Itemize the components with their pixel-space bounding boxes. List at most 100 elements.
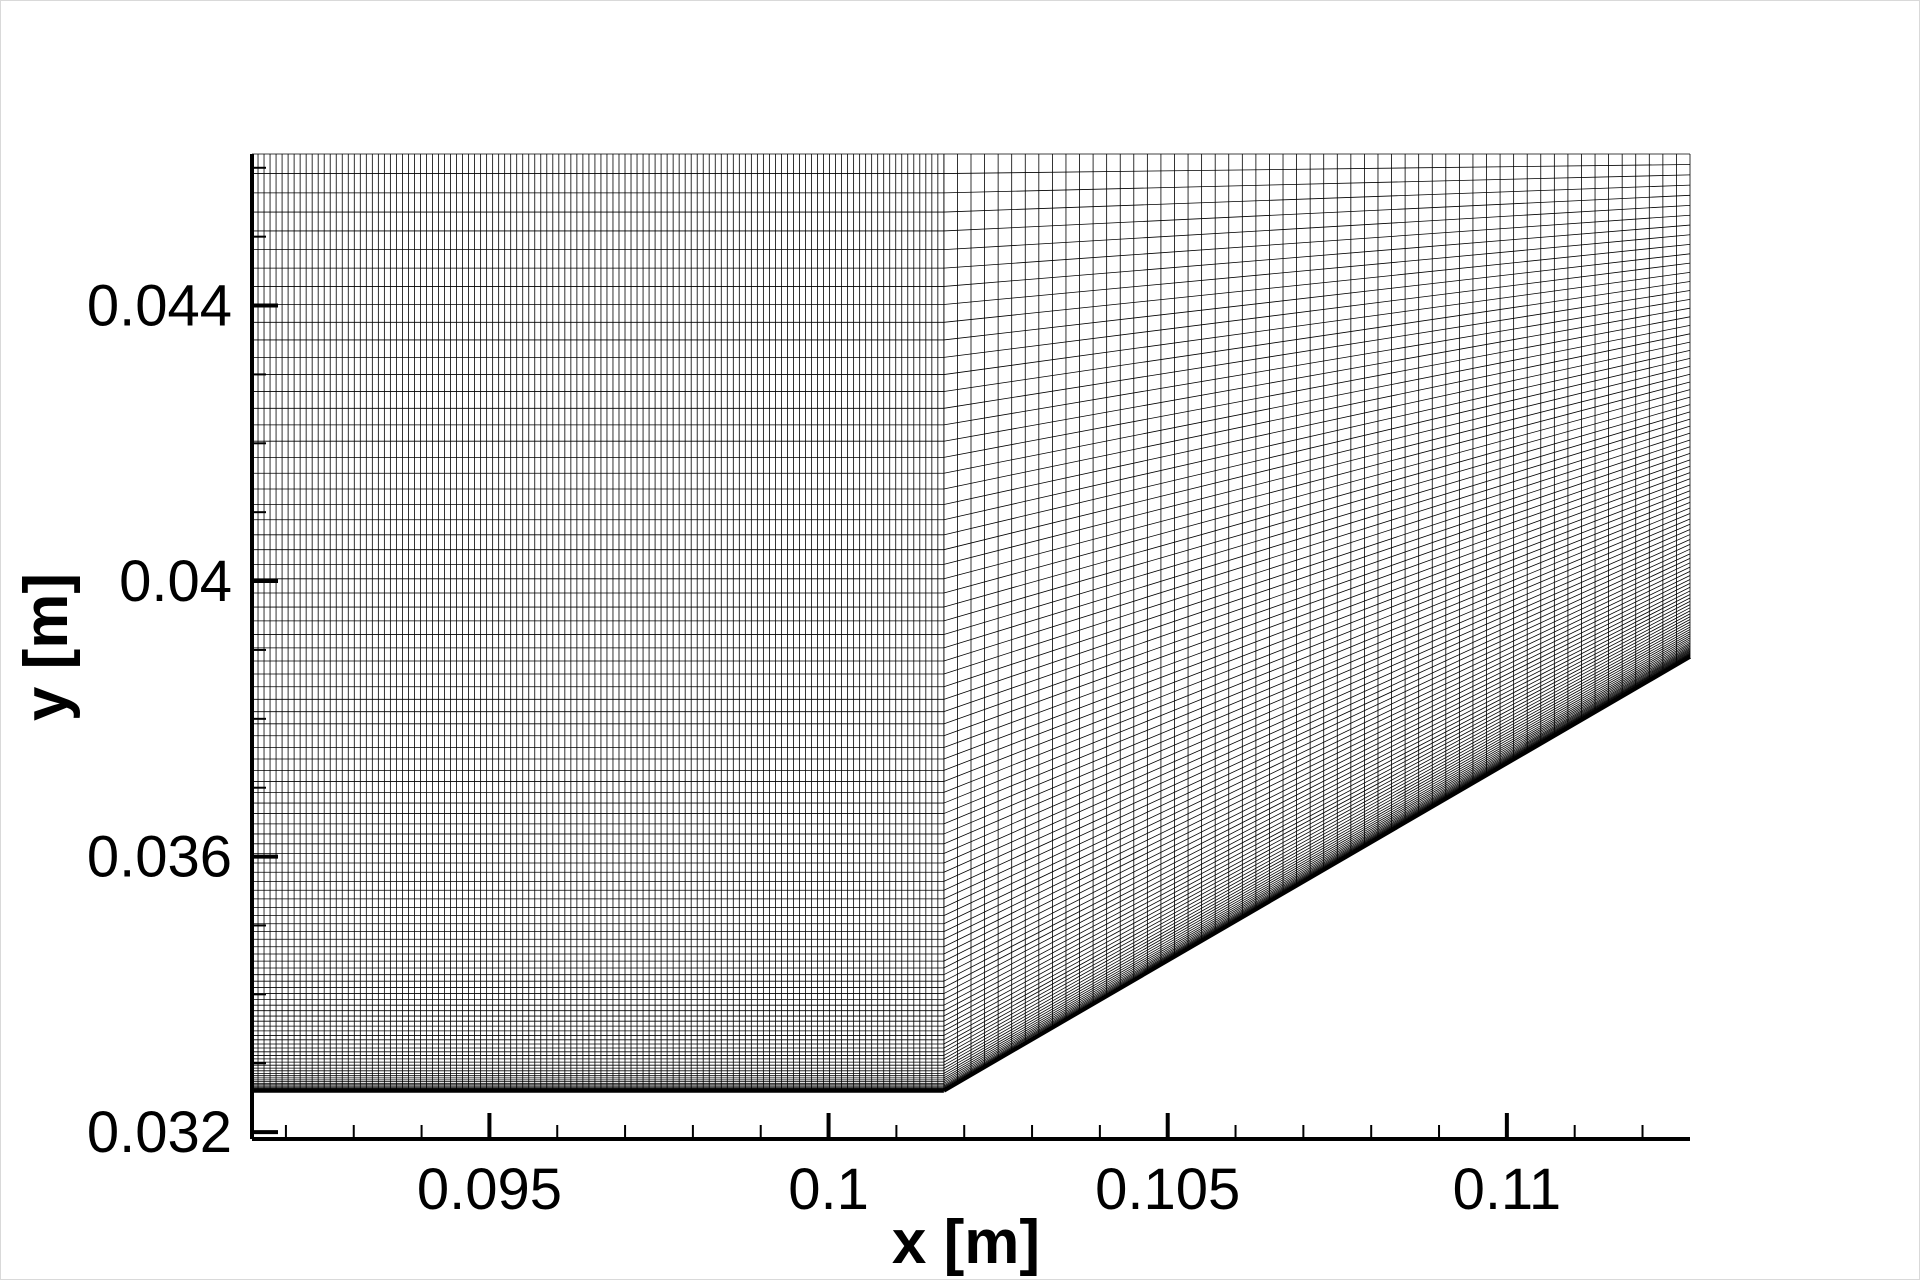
mesh-downstream-j-line bbox=[943, 558, 1691, 908]
mesh-downstream-j-line bbox=[943, 633, 1691, 1049]
mesh-downstream-j-line bbox=[943, 637, 1691, 1056]
mesh-downstream-j-line bbox=[943, 253, 1691, 341]
mesh-downstream-j-line bbox=[943, 607, 1691, 1000]
mesh-downstream-j-line bbox=[943, 271, 1691, 375]
mesh-downstream-j-line bbox=[943, 647, 1691, 1074]
mesh-downstream-j-line bbox=[943, 644, 1691, 1069]
mesh-downstream-j-line bbox=[943, 523, 1691, 845]
mesh-downstream-j-line bbox=[943, 566, 1691, 925]
mesh-downstream-j-line bbox=[943, 645, 1691, 1072]
mesh-downstream-j-line bbox=[943, 174, 1691, 194]
mesh-downstream-j-line bbox=[943, 452, 1691, 713]
mesh-downstream-j-line bbox=[943, 341, 1691, 505]
mesh-downstream-j-line bbox=[943, 290, 1691, 409]
mesh-downstream-j-line bbox=[943, 534, 1691, 864]
mesh-downstream-j-line bbox=[943, 484, 1691, 771]
mesh-downstream-j-line bbox=[943, 439, 1691, 688]
mesh-downstream-j-line bbox=[943, 490, 1691, 782]
mesh-downstream-j-line bbox=[943, 507, 1691, 814]
mesh-downstream-j-line bbox=[943, 333, 1691, 490]
mesh-downstream-j-line bbox=[943, 298, 1691, 426]
mesh-downstream-j-line bbox=[943, 575, 1691, 940]
mesh-downstream-j-line bbox=[943, 619, 1691, 1022]
mesh-downstream-j-line bbox=[943, 281, 1691, 392]
mesh-downstream-j-line bbox=[943, 529, 1691, 854]
mesh-downstream-j-line bbox=[943, 418, 1691, 649]
mesh-downstream-j-line bbox=[943, 629, 1691, 1041]
mesh-downstream-j-line bbox=[943, 366, 1691, 551]
mesh-downstream-j-line bbox=[943, 641, 1691, 1063]
mesh-downstream-j-line bbox=[943, 639, 1691, 1060]
mesh-downstream-j-line bbox=[943, 635, 1691, 1053]
mesh-downstream-j-line bbox=[943, 465, 1691, 737]
mesh-downstream-j-line bbox=[943, 539, 1691, 873]
mesh-downstream-j-line bbox=[943, 624, 1691, 1032]
mesh-downstream-j-line bbox=[943, 459, 1691, 725]
mesh-downstream-j-line bbox=[943, 478, 1691, 760]
mesh-downstream-j-line bbox=[943, 650, 1691, 1081]
y-tick-label: 0.036 bbox=[87, 825, 232, 890]
mesh-downstream-j-line bbox=[943, 389, 1691, 594]
y-tick-label: 0.04 bbox=[119, 549, 232, 614]
mesh-downstream-j-line bbox=[943, 631, 1691, 1045]
mesh-downstream-j-line bbox=[943, 432, 1691, 675]
mesh-downstream-j-line bbox=[943, 214, 1691, 269]
mesh-downstream-j-line bbox=[943, 648, 1691, 1077]
mesh-downstream-j-line bbox=[943, 513, 1691, 825]
mesh-downstream-j-line bbox=[943, 652, 1691, 1084]
mesh-downstream-j-line bbox=[943, 653, 1691, 1086]
mesh-downstream-j-line bbox=[943, 307, 1691, 442]
mesh-upstream-block bbox=[251, 153, 945, 1093]
x-tick-label: 0.11 bbox=[1453, 1157, 1562, 1222]
mesh-downstream-j-line bbox=[943, 553, 1691, 900]
mesh-downstream-j-line bbox=[943, 651, 1691, 1083]
x-axis: 0.095 0.1 0.105 0.11 bbox=[252, 1113, 1690, 1222]
mesh-downstream-j-line bbox=[943, 597, 1691, 982]
mesh-downstream-j-line bbox=[943, 590, 1691, 969]
mesh-downstream-j-line bbox=[943, 411, 1691, 635]
y-axis: 0.032 0.036 0.04 0.044 bbox=[87, 154, 278, 1165]
mesh-downstream-j-line bbox=[943, 604, 1691, 994]
mesh-downstream-j-line bbox=[943, 502, 1691, 804]
mesh-downstream-j-line bbox=[943, 396, 1691, 608]
y-tick-label: 0.044 bbox=[87, 274, 232, 339]
mesh-downstream-j-line bbox=[943, 653, 1691, 1087]
mesh-downstream-block bbox=[942, 153, 1692, 1093]
mesh-downstream-j-line bbox=[943, 324, 1691, 474]
mesh-downstream-j-line bbox=[943, 234, 1691, 305]
mesh-downstream-j-line bbox=[943, 642, 1691, 1066]
mesh-downstream-j-line bbox=[943, 404, 1691, 622]
mesh-downstream-j-line bbox=[943, 518, 1691, 835]
mesh-downstream-j-line bbox=[943, 601, 1691, 988]
x-tick-label: 0.095 bbox=[417, 1157, 562, 1222]
wall-ramp bbox=[942, 655, 1692, 1093]
mesh-downstream-j-line bbox=[943, 613, 1691, 1012]
mesh-downstream-j-line bbox=[943, 243, 1691, 323]
mesh-downstream-j-line bbox=[943, 316, 1691, 458]
mesh-downstream-j-line bbox=[943, 562, 1691, 917]
x-tick-label: 0.1 bbox=[788, 1157, 869, 1222]
mesh-downstream-j-line bbox=[943, 349, 1691, 521]
y-tick-label: 0.032 bbox=[87, 1100, 232, 1165]
mesh-downstream-j-line bbox=[943, 184, 1691, 213]
x-tick-label: 0.105 bbox=[1095, 1157, 1240, 1222]
mesh-downstream-j-line bbox=[943, 594, 1691, 976]
mesh-downstream-j-line bbox=[943, 496, 1691, 793]
x-axis-title: x [m] bbox=[892, 1208, 1040, 1277]
mesh-downstream-j-line bbox=[943, 381, 1691, 580]
mesh-downstream-j-line bbox=[943, 649, 1691, 1079]
mesh-downstream-j-line bbox=[943, 224, 1691, 287]
mesh-downstream-j-line bbox=[943, 204, 1691, 251]
y-axis-title: y [m] bbox=[12, 573, 81, 721]
mesh-downstream-j-line bbox=[943, 626, 1691, 1036]
mesh-downstream-j-line bbox=[943, 579, 1691, 948]
mesh-downstream-j-line bbox=[943, 548, 1691, 891]
mesh-downstream-j-line bbox=[943, 583, 1691, 955]
mesh-downstream-j-line bbox=[943, 358, 1691, 536]
mesh-downstream-j-line bbox=[943, 472, 1691, 748]
mesh-downstream-j-line bbox=[943, 373, 1691, 565]
mesh-downstream-j-line bbox=[943, 446, 1691, 700]
mesh-downstream-j-line bbox=[943, 544, 1691, 882]
